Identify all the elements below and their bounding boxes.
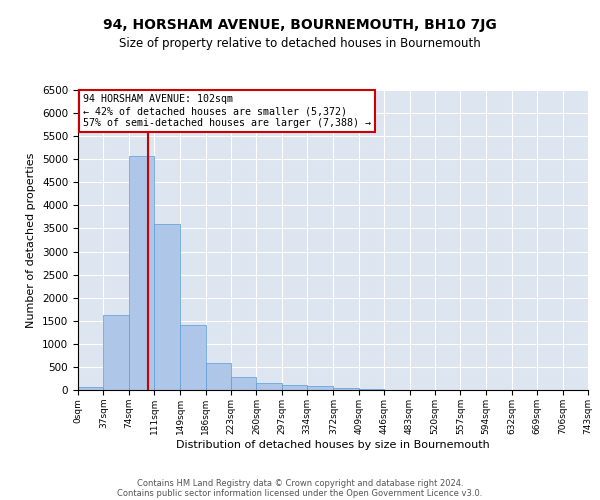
Bar (359, 389, 384, 390)
Bar (103, 315, 129, 390)
Text: Contains HM Land Registry data © Crown copyright and database right 2024.: Contains HM Land Registry data © Crown c… (137, 478, 463, 488)
Bar (129, 156, 154, 390)
Bar (282, 385, 307, 390)
Bar (307, 386, 334, 390)
Bar (334, 388, 359, 390)
Text: 94, HORSHAM AVENUE, BOURNEMOUTH, BH10 7JG: 94, HORSHAM AVENUE, BOURNEMOUTH, BH10 7J… (103, 18, 497, 32)
Bar (256, 383, 282, 390)
Bar (78, 387, 103, 390)
Text: 94 HORSHAM AVENUE: 102sqm
← 42% of detached houses are smaller (5,372)
57% of se: 94 HORSHAM AVENUE: 102sqm ← 42% of detac… (83, 94, 371, 128)
X-axis label: Distribution of detached houses by size in Bournemouth: Distribution of detached houses by size … (176, 440, 490, 450)
Text: Size of property relative to detached houses in Bournemouth: Size of property relative to detached ho… (119, 38, 481, 51)
Bar (231, 376, 256, 390)
Bar (206, 363, 231, 390)
Y-axis label: Number of detached properties: Number of detached properties (26, 152, 37, 328)
Bar (180, 326, 206, 390)
Bar (154, 224, 180, 390)
Text: Contains public sector information licensed under the Open Government Licence v3: Contains public sector information licen… (118, 488, 482, 498)
